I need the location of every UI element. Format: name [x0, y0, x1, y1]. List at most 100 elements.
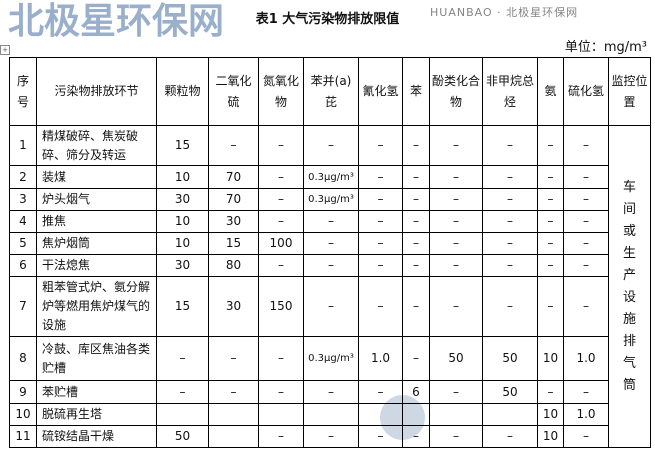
table-cell: 1.0	[563, 403, 609, 426]
table-cell: 8	[9, 336, 37, 381]
watermark-subtext: HUANBAO · 北极星环保网	[430, 6, 579, 19]
table-cell	[208, 403, 259, 426]
table-cell: 粗苯管式炉、氨分解炉等燃用焦炉煤气的设施	[36, 276, 157, 337]
column-header: 二氧化硫	[208, 57, 259, 126]
column-header: 氮氧化物	[258, 57, 304, 126]
table-cell	[429, 403, 483, 426]
table-cell: –	[482, 276, 538, 337]
table-move-handle-icon[interactable]: +	[0, 45, 10, 55]
table-cell: –	[537, 210, 564, 233]
table-cell: 50	[482, 380, 538, 404]
table-cell: 80	[208, 254, 259, 277]
table-cell: –	[429, 232, 483, 255]
table-cell: 30	[208, 210, 259, 233]
table-cell: –	[258, 425, 304, 448]
table-cell: 30	[156, 254, 209, 277]
table-cell: –	[429, 276, 483, 337]
table-cell: –	[258, 380, 304, 404]
unit-label: 单位：mg/m³	[564, 40, 647, 55]
table-cell: 50	[482, 336, 538, 381]
table-cell: 10	[156, 232, 209, 255]
table-cell: –	[402, 276, 430, 337]
table-cell: –	[358, 188, 403, 211]
table-cell: –	[482, 425, 538, 448]
table-cell: –	[537, 188, 564, 211]
table-row: 2 装煤 10 70–0.3μg/m³ – – – – – –	[9, 165, 651, 189]
table-cell: –	[429, 380, 483, 404]
table-cell: –	[258, 125, 304, 166]
table-cell: 15	[156, 125, 209, 166]
table-cell: 30	[208, 276, 259, 337]
table-cell: –	[563, 210, 609, 233]
column-header: 颗粒物	[156, 57, 209, 126]
table-row: 9 苯贮槽 – – – – –6–50– –	[9, 380, 651, 404]
table-cell: –	[208, 125, 259, 166]
table-cell: –	[303, 380, 359, 404]
emission-limits-table: 序号 污染物排放环节 颗粒物 二氧化硫 氮氧化物 苯并(a)芘 氰化氢苯酚类化合物 非甲烷总烃…	[9, 57, 651, 448]
table-cell: –	[303, 254, 359, 277]
table-cell: 精煤破碎、焦炭破碎、筛分及转运	[36, 125, 157, 166]
column-header: 序号	[9, 57, 37, 126]
table-cell: 脱硫再生塔	[36, 403, 157, 426]
table-cell: –	[563, 125, 609, 166]
table-cell: 推焦	[36, 210, 157, 233]
table-cell: 2	[9, 165, 37, 189]
table-cell: 0.3μg/m³	[303, 188, 359, 211]
table-cell: 150	[258, 276, 304, 337]
column-header: 污染物排放环节	[36, 57, 157, 126]
table-cell	[303, 403, 359, 426]
table-cell: –	[563, 380, 609, 404]
table-cell: 10	[537, 336, 564, 381]
table-cell: –	[358, 276, 403, 337]
table-cell: –	[402, 165, 430, 189]
table-cell: 70	[208, 188, 259, 211]
table-cell: 30	[156, 188, 209, 211]
column-header: 苯并(a)芘	[303, 57, 359, 126]
table-cell: 100	[258, 232, 304, 255]
table-cell	[402, 403, 430, 426]
table-cell: –	[258, 336, 304, 381]
column-header: 氨	[537, 57, 564, 126]
table-cell: 6	[9, 254, 37, 277]
table-cell: 5	[9, 232, 37, 255]
table-cell: –	[303, 425, 359, 448]
table-cell: 焦炉烟筒	[36, 232, 157, 255]
table-cell: –	[303, 125, 359, 166]
table-cell: –	[258, 210, 304, 233]
table-cell: –	[537, 276, 564, 337]
table-cell: 炉头烟气	[36, 188, 157, 211]
table-title: 表1 大气污染物排放限值	[255, 12, 400, 27]
table-cell: –	[402, 425, 430, 448]
table-cell: –	[482, 165, 538, 189]
table-cell: 1.0	[358, 336, 403, 381]
table-cell: 冷鼓、库区焦油各类贮槽	[36, 336, 157, 381]
table-cell: –	[358, 210, 403, 233]
table-cell: –	[482, 232, 538, 255]
table-cell: 6	[402, 380, 430, 404]
table-cell: –	[482, 125, 538, 166]
table-row: 10 脱硫再生塔 10 1.0	[9, 403, 651, 426]
table-row: 6 干法熄焦 30 80– – – – – – – –	[9, 254, 651, 277]
table-cell: 10	[156, 165, 209, 189]
table-cell: 70	[208, 165, 259, 189]
table-cell: –	[303, 276, 359, 337]
table-cell: –	[537, 125, 564, 166]
column-header: 氰化氢	[358, 57, 403, 126]
table-row: 8 冷鼓、库区焦油各类贮槽 – – –0.3μg/m³ 1.0–50 50 10 1.0	[9, 336, 651, 381]
column-header: 硫化氢	[563, 57, 609, 126]
table-cell: 10	[537, 403, 564, 426]
table-cell: 10	[156, 210, 209, 233]
table-cell	[258, 403, 304, 426]
table-cell: –	[303, 232, 359, 255]
table-cell: –	[258, 165, 304, 189]
table-cell: 10	[537, 425, 564, 448]
table-cell: –	[563, 232, 609, 255]
table-cell: –	[402, 188, 430, 211]
table-cell: 苯贮槽	[36, 380, 157, 404]
column-header: 苯	[402, 57, 430, 126]
table-cell: 50	[156, 425, 209, 448]
table-cell: –	[208, 336, 259, 381]
table-cell: –	[537, 380, 564, 404]
table-row: 4 推焦 10 30– – – – – – – –	[9, 210, 651, 233]
table-cell: –	[358, 125, 403, 166]
